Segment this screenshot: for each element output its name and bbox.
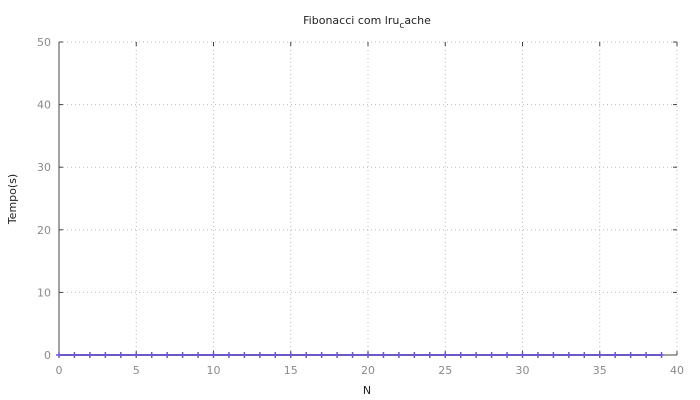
data-point [272, 352, 279, 358]
data-point [287, 352, 294, 358]
data-point [380, 352, 387, 358]
x-tick-label: 5 [133, 364, 140, 377]
gridlines [58, 41, 678, 356]
y-tick-label: 50 [37, 36, 51, 49]
y-tick-label: 0 [44, 349, 51, 362]
data-point [334, 352, 341, 358]
data-point [349, 352, 356, 358]
data-point [365, 352, 371, 358]
data-point [256, 352, 263, 358]
y-tick-label: 20 [37, 224, 51, 237]
x-axis-label: N [363, 384, 371, 397]
data-point [71, 352, 78, 358]
y-tick-label: 10 [37, 286, 51, 299]
data-point [117, 352, 124, 358]
data-point [581, 352, 588, 358]
y-tick-label: 40 [37, 99, 51, 112]
series-group [56, 352, 665, 358]
chart-title: Fibonacci com lrucache [303, 14, 431, 31]
x-tick-label: 25 [438, 364, 452, 377]
x-tick-label: 10 [207, 364, 221, 377]
data-point [148, 352, 155, 358]
data-point [164, 352, 171, 358]
data-point [457, 352, 464, 358]
data-point [488, 352, 495, 358]
data-point [179, 352, 186, 358]
data-point [596, 352, 603, 358]
data-point [303, 352, 310, 358]
data-point [86, 352, 93, 358]
data-point [426, 352, 433, 358]
data-point [550, 352, 557, 358]
data-point [627, 352, 634, 358]
data-point [102, 352, 109, 358]
x-tick-label: 40 [670, 364, 684, 377]
data-point [643, 352, 650, 358]
data-point [504, 352, 511, 358]
x-tick-label: 35 [593, 364, 607, 377]
data-point [133, 352, 140, 358]
data-point [241, 352, 248, 358]
x-tick-label: 0 [56, 364, 63, 377]
x-tick-label: 15 [284, 364, 298, 377]
data-point [318, 352, 325, 358]
y-axis-label: Tempo(s) [6, 174, 19, 225]
data-point [473, 352, 480, 358]
data-point [195, 352, 202, 358]
y-tick-labels: 0 10 20 30 40 50 [37, 36, 51, 362]
x-tick-labels: 0 5 10 15 20 25 30 35 40 [56, 364, 685, 377]
x-tick-label: 20 [361, 364, 375, 377]
data-point [442, 352, 449, 358]
y-tick-label: 30 [37, 161, 51, 174]
data-point [225, 352, 232, 358]
data-point [519, 352, 526, 358]
data-point [658, 352, 665, 358]
data-point [210, 352, 217, 358]
data-point [565, 352, 572, 358]
x-tick-label: 30 [516, 364, 530, 377]
data-point [612, 352, 619, 358]
data-point [56, 352, 62, 358]
data-point [411, 352, 418, 358]
data-point [395, 352, 402, 358]
data-point [534, 352, 541, 358]
